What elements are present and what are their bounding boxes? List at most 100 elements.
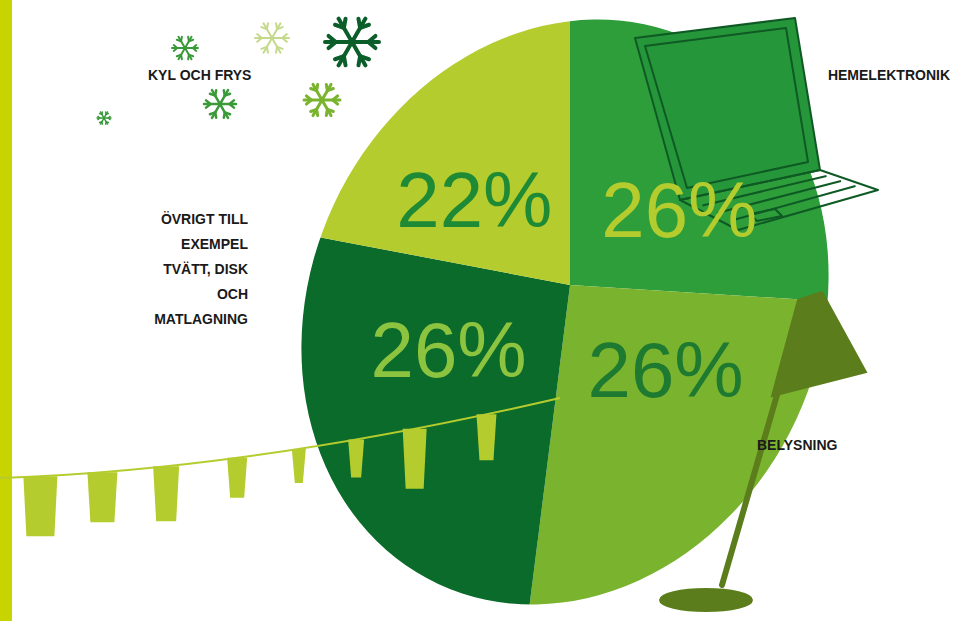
- snowflake-arm: [185, 47, 198, 49]
- snowflake-branch: [333, 100, 338, 104]
- category-label-line: MATLAGNING: [154, 311, 248, 327]
- snowflake-branch: [193, 48, 196, 51]
- snowflake-arm: [204, 103, 220, 106]
- snowflake-branch: [206, 100, 210, 104]
- snowflake-branch: [187, 55, 190, 59]
- category-label: ÖVRIGT TILL EXEMPEL TVÄTT, DISK OCH MATLAGNI…: [154, 211, 248, 327]
- snowflake-branch: [327, 89, 333, 91]
- data-label: 22%: [396, 156, 552, 244]
- snowflake-arm: [352, 40, 379, 44]
- snowflake-arm: [101, 112, 105, 118]
- accent-bar: [0, 0, 12, 621]
- snowflake-branch: [98, 116, 100, 118]
- category-label: BELYSNING: [757, 437, 838, 453]
- snowflake-arm: [322, 100, 331, 116]
- pie-slice: [0, 135, 570, 621]
- pie-slice: [570, 0, 958, 335]
- clothes-item: [348, 440, 364, 478]
- laptop-screen-inner: [645, 28, 808, 188]
- snowflake-branch: [282, 38, 287, 42]
- snowflake-branch: [358, 56, 360, 65]
- clothes-item: [476, 414, 496, 460]
- snowflake-arm: [179, 48, 186, 59]
- lamp-base: [660, 589, 752, 611]
- snowflake-branch: [277, 27, 283, 29]
- clothes-item: [23, 476, 57, 536]
- snowflake-branch: [101, 112, 103, 114]
- snowflake-arm: [352, 42, 366, 65]
- category-label-line: EXEMPEL: [181, 236, 248, 252]
- category-label-line: BELYSNING: [757, 437, 838, 453]
- snowflake-arm: [313, 84, 322, 100]
- pie-slices: [0, 0, 958, 621]
- data-label: 26%: [371, 306, 527, 394]
- snowflake-arm: [220, 104, 228, 118]
- category-label-line: KYL OCH FRYS: [148, 67, 251, 83]
- category-label: KYL OCH FRYS: [148, 67, 251, 83]
- snowflake-branch: [276, 47, 277, 53]
- snowflake-branch: [177, 55, 181, 57]
- clothes-item: [227, 458, 247, 498]
- snowflake-arm: [272, 38, 281, 53]
- snowflake-branch: [329, 36, 336, 42]
- snowflake: [255, 23, 289, 52]
- category-label: HEMELEKTRONIK: [828, 67, 950, 83]
- clothes-item: [403, 429, 427, 489]
- snowflake-branch: [230, 104, 234, 108]
- snowflake-branch: [360, 25, 369, 28]
- snowflake-branch: [344, 19, 346, 28]
- snowflake-branch: [189, 40, 193, 42]
- snowflake-arm: [255, 37, 272, 39]
- snowflake-branch: [368, 42, 375, 48]
- snowflake-arm: [325, 40, 352, 44]
- category-label-line: TVÄTT, DISK: [163, 261, 248, 277]
- snowflake-arm: [322, 99, 340, 102]
- snowflake-branch: [214, 90, 217, 96]
- snowflake-branch: [174, 45, 177, 48]
- chart: 26% 26% 26% 22% HEMELEKTRONIK BELYSNING ÖVRIGT…: [0, 0, 958, 621]
- snowflake-arm: [179, 37, 186, 48]
- snowflake-arm: [339, 42, 353, 65]
- category-label-line: ÖVRIGT TILL: [161, 211, 249, 227]
- snowflake-arm: [313, 100, 322, 116]
- snowflake-arm: [272, 37, 289, 39]
- snowflake-arm: [212, 104, 220, 118]
- snowflake-branch: [108, 118, 110, 120]
- snowflake-branch: [180, 37, 183, 41]
- snowflake-arm: [339, 19, 353, 42]
- snowflake-branch: [261, 47, 267, 49]
- snowflake-arm: [304, 99, 322, 102]
- snowflake-arm: [101, 118, 105, 124]
- snowflake: [97, 112, 111, 124]
- snowflake-branch: [317, 84, 318, 90]
- snowflake-arm: [322, 84, 331, 100]
- snowflake-branch: [326, 109, 327, 115]
- snowflake: [325, 19, 379, 66]
- snowflake-arm: [264, 23, 273, 38]
- snowflake-arm: [220, 103, 236, 106]
- snowflake-arm: [220, 90, 228, 104]
- category-label-line: OCH: [217, 286, 248, 302]
- snowflake-branch: [335, 56, 344, 59]
- snowflake-arm: [104, 118, 108, 124]
- snowflake: [304, 84, 340, 115]
- clothes-item: [153, 466, 179, 521]
- snowflake-branch: [311, 109, 317, 111]
- snowflake-branch: [257, 34, 262, 38]
- snowflake-arm: [352, 19, 366, 42]
- snowflake: [204, 90, 236, 118]
- pie-slice: [0, 0, 570, 285]
- clothes-item: [87, 472, 117, 522]
- snowflake-branch: [225, 94, 230, 96]
- lamp-shade: [772, 292, 866, 396]
- snowflake-branch: [306, 96, 311, 100]
- snowflake-branch: [210, 112, 215, 114]
- snowflake-branch: [105, 122, 107, 124]
- snowflake: [172, 37, 198, 60]
- snowflake-arm: [272, 23, 281, 38]
- snowflake-arm: [212, 90, 220, 104]
- data-label: 26%: [601, 166, 757, 254]
- snowflake-branch: [106, 113, 108, 115]
- snowflake-branch: [267, 23, 268, 29]
- data-label: 26%: [588, 326, 744, 414]
